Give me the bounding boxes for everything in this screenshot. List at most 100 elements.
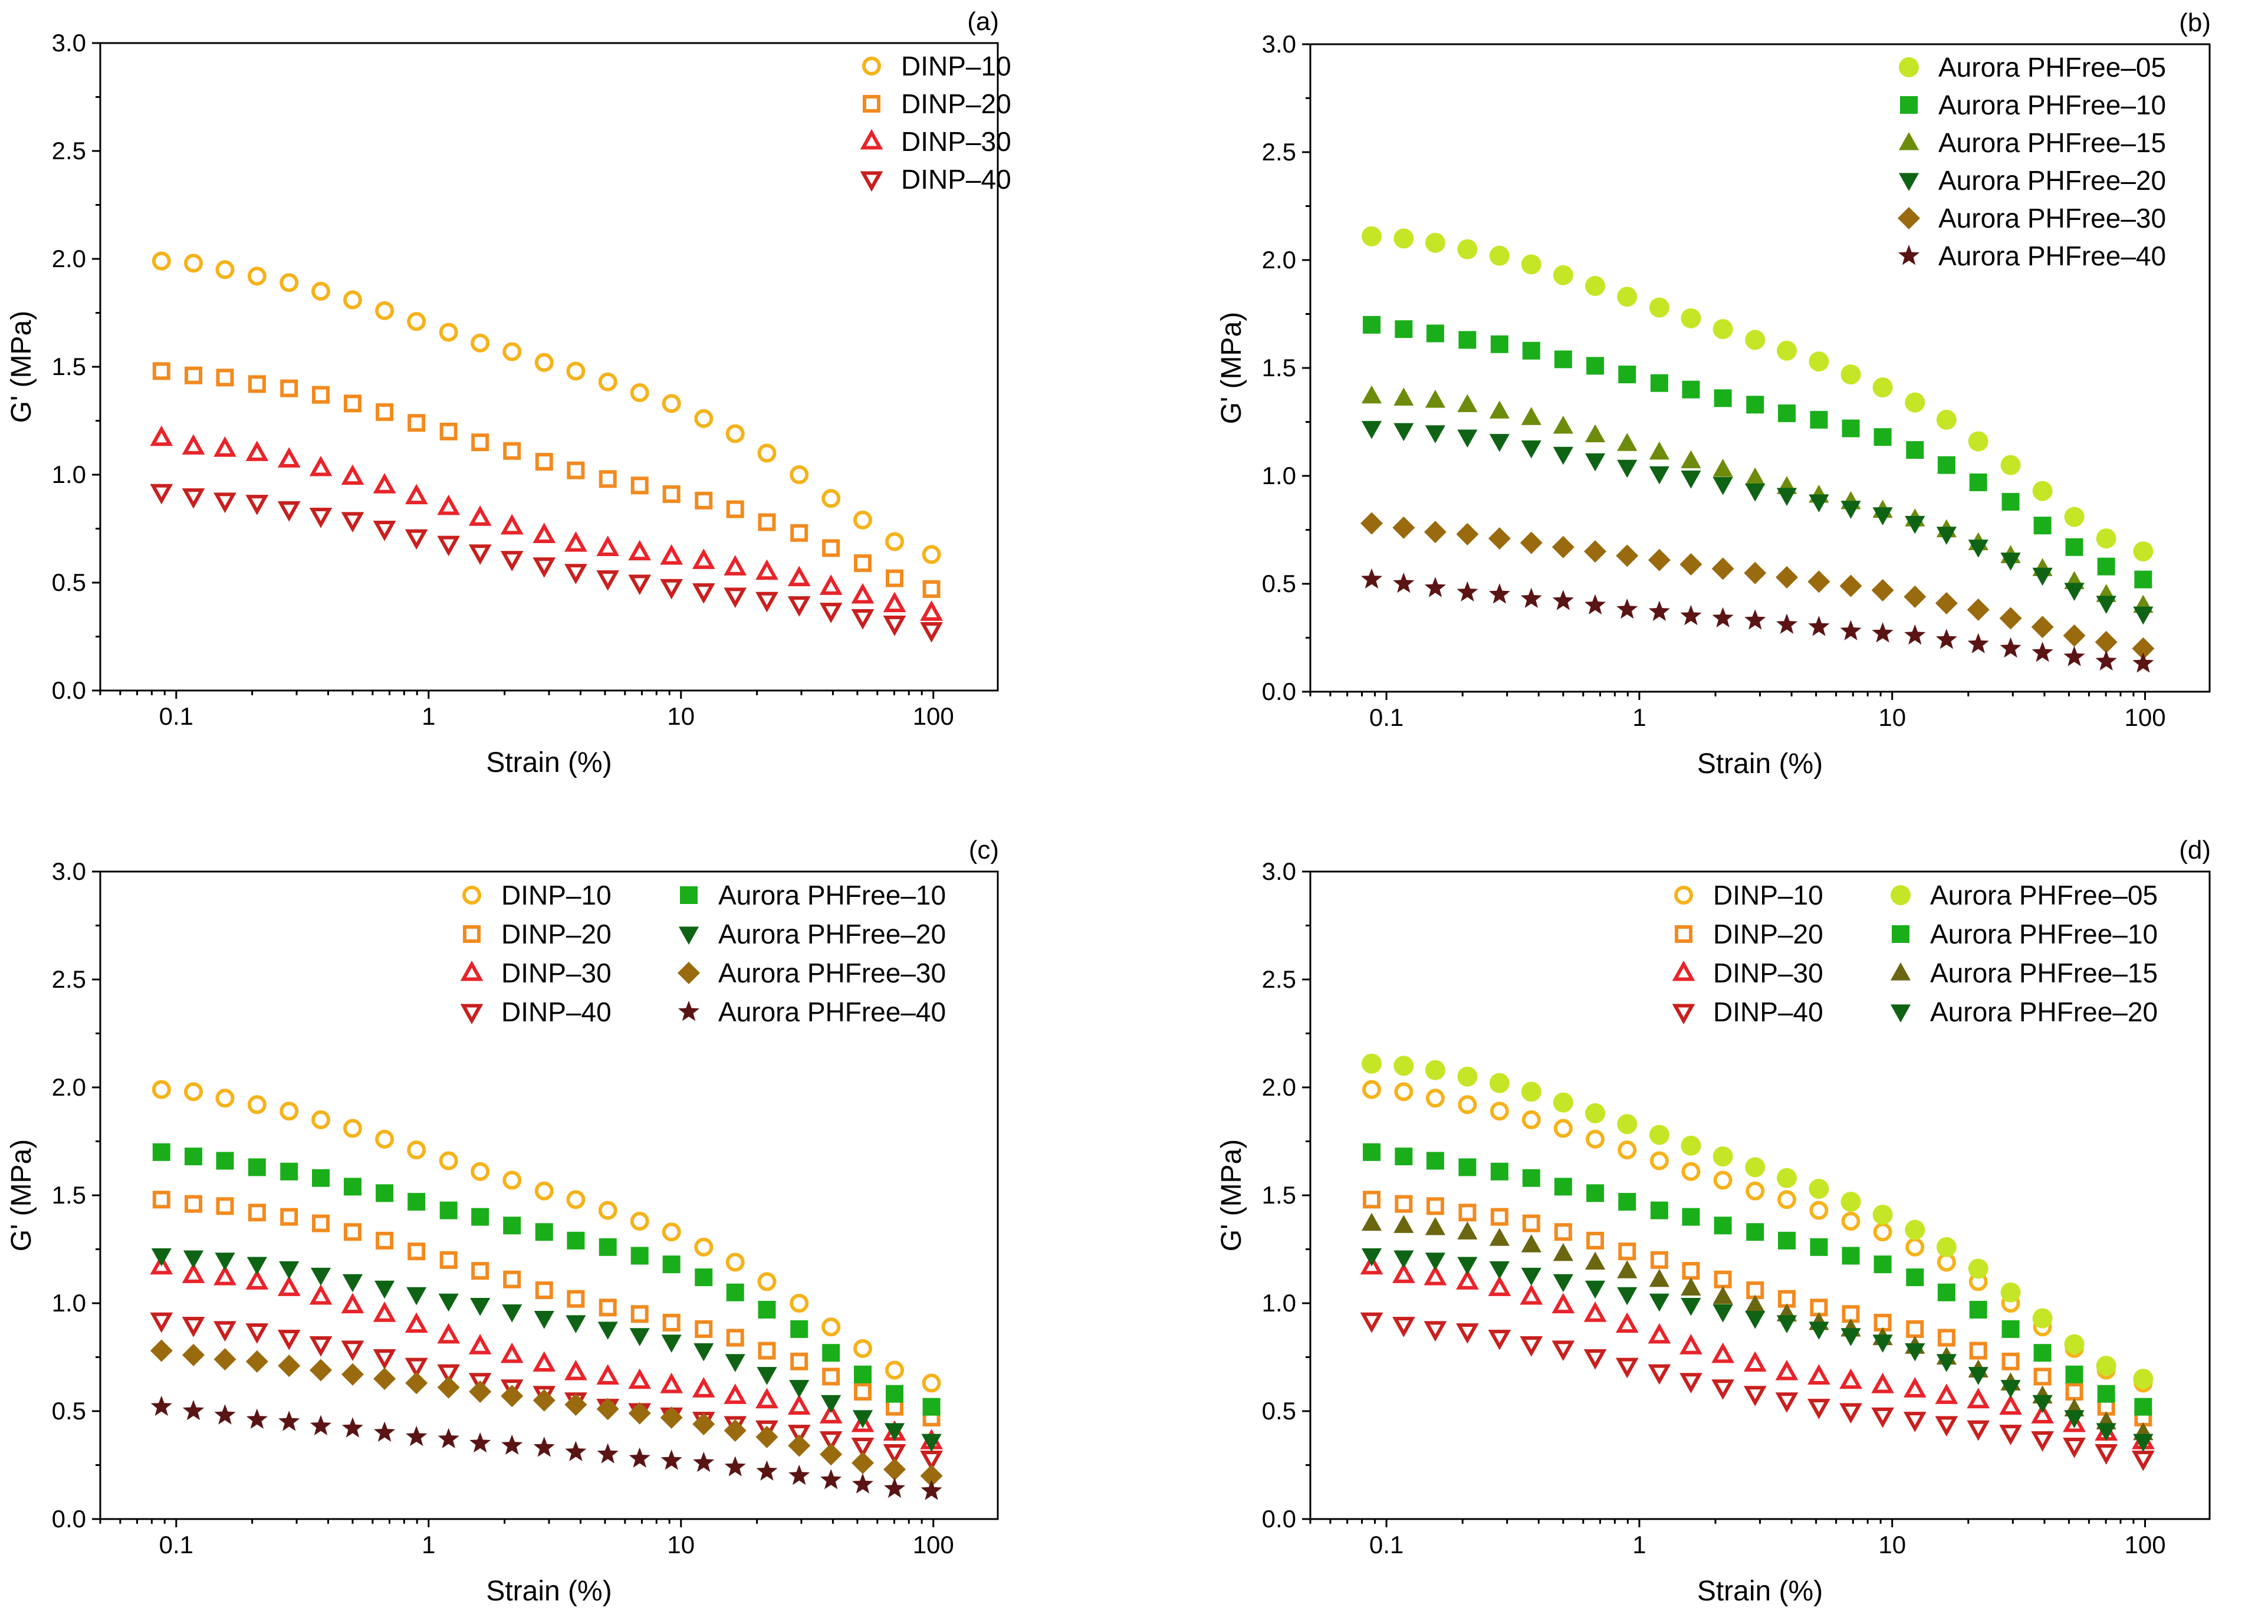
data-point xyxy=(1681,471,1701,489)
data-point xyxy=(920,622,943,643)
data-point xyxy=(1395,320,1413,338)
legend-marker xyxy=(460,1004,484,1025)
data-point xyxy=(1554,350,1572,369)
data-point xyxy=(535,453,553,471)
data-point xyxy=(787,566,811,587)
data-point xyxy=(1457,581,1478,601)
data-point xyxy=(182,1343,205,1366)
data-point xyxy=(630,1247,649,1265)
data-point xyxy=(1457,1257,1478,1275)
data-point xyxy=(1711,1379,1734,1400)
data-point xyxy=(1362,1080,1382,1099)
data-point xyxy=(1393,228,1414,249)
data-point xyxy=(182,434,205,455)
data-point xyxy=(1553,1242,1573,1261)
data-point xyxy=(2097,557,2115,576)
data-point xyxy=(1681,308,1701,328)
data-point xyxy=(470,1298,491,1316)
series-aurora-phfree-40 xyxy=(150,1395,942,1500)
data-point xyxy=(1936,409,1957,430)
legend-marker xyxy=(860,129,883,150)
data-point xyxy=(922,1398,941,1416)
data-point xyxy=(883,1444,906,1465)
data-point xyxy=(1649,441,1669,460)
data-point xyxy=(1840,620,1862,640)
data-point xyxy=(2000,637,2022,658)
legend-label: DINP–10 xyxy=(501,880,612,910)
legend-marker xyxy=(1898,207,1920,229)
data-point xyxy=(309,455,333,476)
legend-label: DINP–20 xyxy=(1713,919,1823,949)
data-point xyxy=(471,333,490,353)
data-point xyxy=(2001,1352,2020,1370)
panel-d-ytick-label: 1.5 xyxy=(1262,1181,1296,1209)
data-point xyxy=(150,484,173,505)
data-point xyxy=(1585,1280,1606,1299)
data-point xyxy=(1872,507,1893,525)
legend-label: DINP–30 xyxy=(901,126,1011,157)
legend-item: Aurora PHFree–30 xyxy=(1898,203,2166,234)
data-point xyxy=(1583,1301,1607,1322)
data-point xyxy=(533,1351,556,1372)
data-point xyxy=(1585,275,1606,296)
data-point xyxy=(1906,441,1924,459)
data-point xyxy=(883,616,906,636)
data-point xyxy=(885,569,903,587)
data-point xyxy=(599,470,617,488)
data-point xyxy=(1840,501,1861,519)
data-point xyxy=(630,1305,649,1323)
data-point xyxy=(1553,1092,1573,1113)
legend-marker xyxy=(463,925,481,943)
data-point xyxy=(790,1320,808,1338)
data-point xyxy=(2001,492,2020,511)
panel-d-ytick-label: 0.0 xyxy=(1262,1505,1296,1533)
data-point xyxy=(662,394,681,413)
data-point xyxy=(755,1425,778,1448)
data-point xyxy=(1809,1321,1829,1340)
data-point xyxy=(1552,1340,1575,1362)
data-point xyxy=(1872,622,1894,643)
data-point xyxy=(566,1190,586,1209)
data-point xyxy=(822,1344,840,1362)
data-point xyxy=(598,372,617,392)
data-point xyxy=(343,1178,361,1196)
data-point xyxy=(1585,1251,1606,1270)
data-point xyxy=(247,1095,267,1115)
data-point xyxy=(1458,331,1477,349)
data-point xyxy=(2000,1282,2021,1303)
data-point xyxy=(596,570,620,591)
data-point xyxy=(1681,1277,1701,1296)
data-point xyxy=(533,522,556,543)
data-point xyxy=(405,529,428,550)
panel-a-ytick-label: 1.5 xyxy=(52,353,86,380)
panel-b-legend: Aurora PHFree–05 Aurora PHFree–10 Aurora P… xyxy=(1898,52,2166,271)
data-point xyxy=(1552,535,1575,558)
data-point xyxy=(1906,1320,1924,1338)
data-point xyxy=(1810,410,1828,429)
data-point xyxy=(1585,424,1606,443)
data-point xyxy=(278,1355,301,1378)
data-point xyxy=(2063,1438,2086,1458)
panel-a: 0.0 0.5 1.0 1.5 2.0 2.5 3.0 0.1 1 10 100 Strain (%)… xyxy=(6,7,1011,778)
data-point xyxy=(1999,607,2022,630)
data-point xyxy=(312,1214,330,1232)
legend-item: DINP–30 xyxy=(1672,958,1823,988)
data-point xyxy=(1650,1201,1668,1219)
data-point xyxy=(376,1231,394,1250)
data-point xyxy=(439,422,458,440)
data-point xyxy=(630,1211,649,1231)
data-point xyxy=(2032,1308,2053,1329)
data-point xyxy=(852,1410,873,1428)
data-point xyxy=(1935,1416,1958,1437)
legend-item: DINP–30 xyxy=(460,958,612,988)
data-point xyxy=(565,1441,587,1461)
data-point xyxy=(790,1294,809,1313)
data-point xyxy=(1361,1212,1382,1231)
data-point xyxy=(1424,577,1446,597)
data-point xyxy=(566,361,586,381)
data-point xyxy=(183,1250,204,1269)
legend-item: DINP–10 xyxy=(862,51,1011,81)
data-point xyxy=(662,1313,681,1332)
data-point xyxy=(1392,516,1415,539)
data-point xyxy=(1617,1260,1638,1278)
